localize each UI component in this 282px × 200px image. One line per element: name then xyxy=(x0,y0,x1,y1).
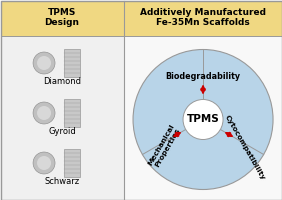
Text: Gyroid: Gyroid xyxy=(48,127,76,136)
Circle shape xyxy=(133,49,273,190)
FancyBboxPatch shape xyxy=(1,35,124,200)
Text: TPMS: TPMS xyxy=(187,114,219,124)
FancyBboxPatch shape xyxy=(1,0,124,36)
Text: Mechanical
Properties: Mechanical Properties xyxy=(147,123,182,170)
Ellipse shape xyxy=(33,152,55,174)
Ellipse shape xyxy=(37,106,51,120)
Ellipse shape xyxy=(33,102,55,124)
Text: Biodegradability: Biodegradability xyxy=(166,72,241,81)
Circle shape xyxy=(183,99,223,140)
Text: Diamond: Diamond xyxy=(43,76,81,86)
FancyBboxPatch shape xyxy=(124,0,281,36)
FancyBboxPatch shape xyxy=(64,49,80,77)
Ellipse shape xyxy=(33,52,55,74)
FancyBboxPatch shape xyxy=(124,35,281,200)
Text: Schwarz: Schwarz xyxy=(45,176,80,186)
FancyBboxPatch shape xyxy=(64,149,80,177)
Text: Additively Manufactured
Fe-35Mn Scaffolds: Additively Manufactured Fe-35Mn Scaffold… xyxy=(140,8,266,27)
Text: Cytocompatibility: Cytocompatibility xyxy=(224,114,266,181)
Text: TPMS
Design: TPMS Design xyxy=(45,8,80,27)
FancyBboxPatch shape xyxy=(64,99,80,127)
Ellipse shape xyxy=(37,156,51,170)
Ellipse shape xyxy=(37,56,51,70)
